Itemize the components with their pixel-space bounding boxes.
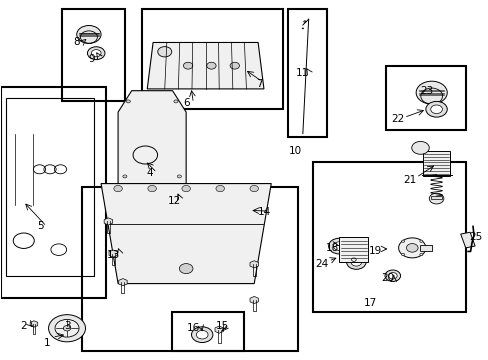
Circle shape	[387, 273, 396, 279]
Circle shape	[55, 319, 79, 337]
Polygon shape	[249, 296, 258, 303]
Text: 19: 19	[368, 247, 382, 256]
Circle shape	[191, 327, 212, 342]
Circle shape	[328, 238, 349, 254]
Circle shape	[384, 270, 400, 282]
Text: 1: 1	[44, 338, 51, 347]
Text: 3: 3	[63, 321, 70, 332]
Circle shape	[411, 141, 428, 154]
Text: 11: 11	[296, 68, 309, 78]
Text: 15: 15	[216, 321, 229, 332]
Bar	[385, 66, 465, 130]
Circle shape	[206, 62, 216, 69]
Circle shape	[150, 191, 154, 194]
Bar	[339, 237, 368, 262]
Text: 8: 8	[73, 37, 80, 48]
Bar	[419, 245, 431, 251]
Bar	[142, 9, 283, 109]
Text: 23: 23	[419, 86, 432, 96]
Text: 17: 17	[364, 298, 377, 308]
Circle shape	[196, 330, 207, 339]
Circle shape	[174, 100, 178, 103]
Text: 18: 18	[325, 243, 338, 253]
Bar	[81, 187, 297, 351]
Circle shape	[77, 26, 101, 43]
Circle shape	[91, 50, 101, 57]
Circle shape	[114, 185, 122, 192]
Circle shape	[87, 47, 105, 60]
Bar	[460, 232, 474, 248]
Polygon shape	[109, 250, 117, 257]
Circle shape	[398, 238, 425, 258]
Circle shape	[122, 175, 127, 178]
Bar	[287, 9, 326, 137]
Bar	[430, 197, 442, 199]
Circle shape	[63, 325, 71, 331]
Polygon shape	[422, 152, 449, 176]
Circle shape	[183, 62, 192, 69]
Circle shape	[425, 102, 447, 117]
Circle shape	[179, 264, 193, 274]
Bar	[171, 312, 244, 351]
Circle shape	[419, 253, 422, 256]
Text: 25: 25	[468, 232, 481, 242]
Bar	[312, 162, 465, 312]
Text: 13: 13	[106, 250, 120, 260]
Circle shape	[177, 175, 181, 178]
Polygon shape	[215, 326, 223, 333]
Text: 12: 12	[167, 197, 180, 206]
Polygon shape	[249, 261, 258, 268]
Polygon shape	[147, 42, 264, 89]
Circle shape	[158, 46, 171, 57]
Circle shape	[350, 258, 361, 266]
Circle shape	[406, 244, 417, 252]
Text: 24: 24	[315, 259, 328, 269]
Text: 2: 2	[20, 321, 26, 332]
Circle shape	[401, 240, 404, 242]
Polygon shape	[104, 218, 112, 225]
Circle shape	[126, 100, 130, 103]
Text: 16: 16	[186, 323, 200, 333]
Text: 20: 20	[381, 273, 394, 283]
Circle shape	[430, 105, 442, 113]
Circle shape	[216, 185, 224, 192]
Circle shape	[419, 240, 422, 242]
Circle shape	[182, 185, 190, 192]
Circle shape	[346, 255, 366, 269]
Text: 22: 22	[390, 114, 404, 124]
Circle shape	[401, 253, 404, 256]
Bar	[1, 87, 106, 298]
Text: 7: 7	[255, 78, 262, 89]
Polygon shape	[30, 321, 38, 327]
Polygon shape	[119, 279, 127, 286]
Circle shape	[415, 81, 447, 104]
Text: 6: 6	[183, 98, 189, 108]
Text: 14: 14	[257, 207, 270, 217]
Bar	[62, 9, 125, 102]
Text: 21: 21	[403, 175, 416, 185]
Circle shape	[48, 315, 85, 342]
Circle shape	[333, 242, 345, 250]
Circle shape	[230, 62, 239, 69]
Polygon shape	[101, 184, 271, 284]
Circle shape	[428, 193, 443, 204]
Text: 4: 4	[146, 168, 153, 178]
Text: 9: 9	[88, 54, 95, 64]
Text: 5: 5	[37, 221, 43, 231]
Text: 10: 10	[288, 147, 302, 157]
Circle shape	[249, 185, 258, 192]
Polygon shape	[118, 91, 186, 198]
Circle shape	[147, 185, 156, 192]
